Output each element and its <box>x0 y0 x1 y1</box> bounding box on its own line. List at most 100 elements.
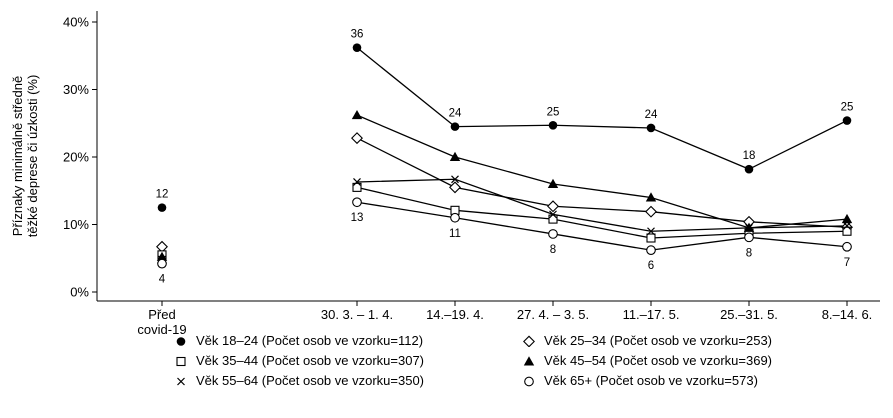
marker-shape <box>548 229 558 239</box>
marker-shape <box>352 197 362 208</box>
x-tick-label: 30. 3. – 1. 4. <box>321 307 393 322</box>
legend-marker-shape <box>177 377 185 385</box>
marker-shape <box>176 336 186 346</box>
legend-marker-shape <box>523 335 535 347</box>
legend-item: Věk 55–64 (Počet osob ve vzorku=350) <box>175 371 424 390</box>
legend-item: Věk 18–24 (Počet osob ve vzorku=112) <box>175 331 423 350</box>
y-tick-label: 30% <box>63 82 89 97</box>
x-tick-label: 27. 4. – 3. 5. <box>517 307 589 322</box>
legend-marker-shape <box>176 356 186 366</box>
legend-item: Věk 65+ (Počet osob ve vzorku=573) <box>523 371 758 390</box>
series-6-markers <box>157 197 852 269</box>
marker-shape <box>842 241 852 252</box>
data-label: 18 <box>743 150 756 162</box>
legend-marker <box>523 355 535 365</box>
data-point <box>842 241 852 252</box>
data-point <box>645 205 657 218</box>
legend-label: Věk 65+ (Počet osob ve vzorku=573) <box>544 373 758 388</box>
x-tick-label-line: covid-19 <box>137 322 186 337</box>
marker-shape <box>523 335 535 347</box>
marker-shape <box>548 214 558 224</box>
y-tick-label: 0% <box>70 285 89 300</box>
marker-shape <box>646 233 656 243</box>
data-label: 6 <box>648 260 654 272</box>
data-point <box>646 233 656 243</box>
x-tick-label-line: 30. 3. – 1. 4. <box>321 307 393 322</box>
data-point <box>450 122 460 131</box>
marker-shape <box>744 164 754 174</box>
marker-shape <box>351 109 363 120</box>
y-tick-label: 40% <box>63 15 89 30</box>
data-point <box>157 258 167 269</box>
x-tick-label: 14.–19. 4. <box>426 307 484 322</box>
marker-shape <box>176 356 186 366</box>
data-point <box>450 212 460 223</box>
data-point <box>548 229 558 239</box>
x-tick-label-line: 14.–19. 4. <box>426 307 484 322</box>
x-tick-label-line: 25.–31. 5. <box>720 307 778 322</box>
marker-shape <box>353 178 361 186</box>
data-point <box>547 200 559 213</box>
data-point <box>647 227 655 236</box>
data-point <box>351 109 363 120</box>
y-axis-title-line: Příznaky minimálně středně <box>10 76 25 236</box>
marker-shape <box>745 223 753 232</box>
x-tick-label-line: Před <box>148 307 175 322</box>
marker-shape <box>646 245 656 255</box>
data-point <box>744 164 754 174</box>
data-point <box>745 223 753 232</box>
series-5 <box>356 178 848 232</box>
series-line <box>356 186 848 239</box>
legend-label: Věk 45–54 (Počet osob ve vzorku=369) <box>544 353 773 368</box>
x-tick-label-line: 8.–14. 6. <box>822 307 873 322</box>
legend-marker <box>524 376 534 386</box>
legend-label: Věk 25–34 (Počet osob ve vzorku=253) <box>544 333 773 348</box>
marker-shape <box>352 43 362 52</box>
data-point <box>646 123 656 133</box>
data-label: 11 <box>449 228 461 240</box>
data-point <box>157 203 167 212</box>
data-point <box>156 251 168 261</box>
marker-shape <box>449 181 461 194</box>
series-4-markers <box>156 109 853 261</box>
data-point <box>449 181 461 194</box>
series-1 <box>356 47 848 170</box>
x-tick-label: Před covid-19 <box>137 307 186 337</box>
legend-label: Věk 18–24 (Počet osob ve vzorku=112) <box>196 333 424 348</box>
marker-shape <box>177 377 185 385</box>
data-point <box>449 151 461 161</box>
y-axis-title: Příznaky minimálně střednětěžké deprese … <box>10 75 40 238</box>
marker-shape <box>523 355 535 365</box>
data-point <box>548 120 558 130</box>
data-label: 8 <box>746 247 752 259</box>
series-6 <box>356 201 848 251</box>
x-tick-label: 25.–31. 5. <box>720 307 778 322</box>
legend-item: Věk 35–44 (Počet osob ve vzorku=307) <box>175 351 424 370</box>
legend-marker-shape <box>523 355 535 365</box>
legend-item: Věk 25–34 (Počet osob ve vzorku=253) <box>523 331 772 350</box>
data-point <box>645 192 657 202</box>
series-1-markers <box>157 43 852 212</box>
marker-shape <box>351 132 363 145</box>
data-point <box>352 197 362 208</box>
data-label: 24 <box>449 108 462 120</box>
marker-shape <box>450 212 460 223</box>
data-point <box>451 175 459 184</box>
legend-marker <box>176 336 186 346</box>
data-point <box>548 214 558 224</box>
marker-shape <box>449 151 461 161</box>
data-point <box>841 213 853 224</box>
marker-shape <box>841 213 853 224</box>
data-point <box>842 226 852 236</box>
legend-marker <box>177 377 185 385</box>
data-label: 7 <box>844 257 850 269</box>
series-line <box>356 178 848 232</box>
marker-shape <box>547 200 559 213</box>
legend-marker-shape <box>176 336 186 346</box>
marker-shape <box>157 258 167 269</box>
x-tick-label-line: 27. 4. – 3. 5. <box>517 307 589 322</box>
data-point <box>353 178 361 186</box>
y-tick-label: 20% <box>63 150 89 165</box>
x-tick-label: 11.–17. 5. <box>623 307 680 322</box>
